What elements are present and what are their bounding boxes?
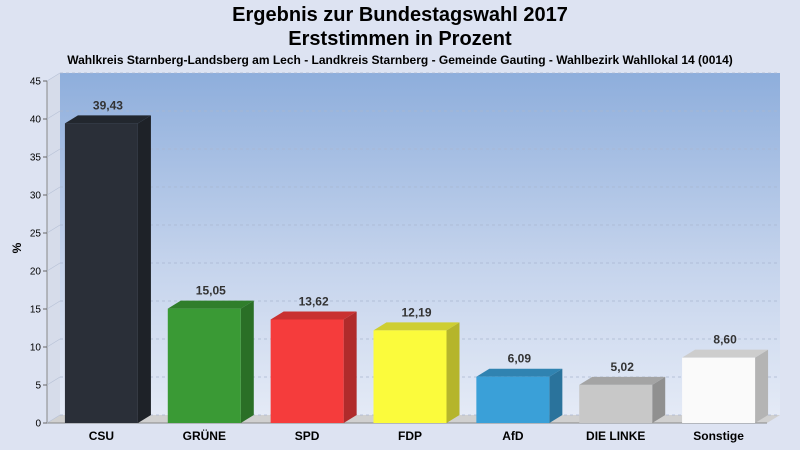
category-label: GRÜNE: [183, 428, 226, 443]
value-label: 39,43: [93, 98, 123, 112]
category-label: SPD: [295, 429, 320, 443]
chart-caption: Wahlkreis Starnberg-Landsberg am Lech - …: [67, 53, 733, 67]
y-tick-label: 10: [30, 343, 42, 354]
y-tick-label: 40: [30, 115, 42, 126]
category-label: DIE LINKE: [586, 429, 645, 443]
category-label: AfD: [502, 429, 524, 443]
bar-grüne: [167, 300, 254, 423]
bar-die-linke: [579, 376, 666, 423]
bars: [64, 115, 769, 423]
category-label: Sonstige: [693, 429, 744, 443]
category-label: FDP: [398, 429, 422, 443]
y-axis-label: %: [10, 242, 24, 253]
value-label: 15,05: [196, 284, 226, 298]
y-tick-label: 35: [30, 153, 42, 164]
bar-fdp: [373, 322, 460, 423]
y-tick-label: 20: [30, 267, 42, 278]
bar-afd: [476, 368, 563, 423]
value-label: 5,02: [611, 360, 635, 374]
y-tick-label: 25: [30, 229, 42, 240]
value-label: 13,62: [299, 294, 329, 308]
value-label: 8,60: [713, 333, 737, 347]
y-tick-label: 5: [35, 381, 41, 392]
value-label: 12,19: [401, 305, 431, 319]
chart-subtitle: Erststimmen in Prozent: [288, 28, 512, 50]
y-tick-label: 45: [30, 77, 42, 88]
bar-sonstige: [682, 349, 769, 423]
bar-csu: [64, 115, 151, 423]
y-tick-label: 15: [30, 305, 42, 316]
category-label: CSU: [89, 429, 114, 443]
y-tick-label: 30: [30, 191, 42, 202]
bar-spd: [270, 311, 357, 423]
value-label: 6,09: [508, 352, 532, 366]
y-tick-label: 0: [35, 419, 41, 430]
labels: 39,43 CSU 15,05 GRÜNE 13,62 SPD 12,19 FDP 6,09 Af…: [89, 98, 744, 443]
chart-title: Ergebnis zur Bundestagswahl 2017: [232, 4, 568, 26]
y-axis: 0 5 10 15 20 25 30 35 40 45: [30, 77, 47, 430]
